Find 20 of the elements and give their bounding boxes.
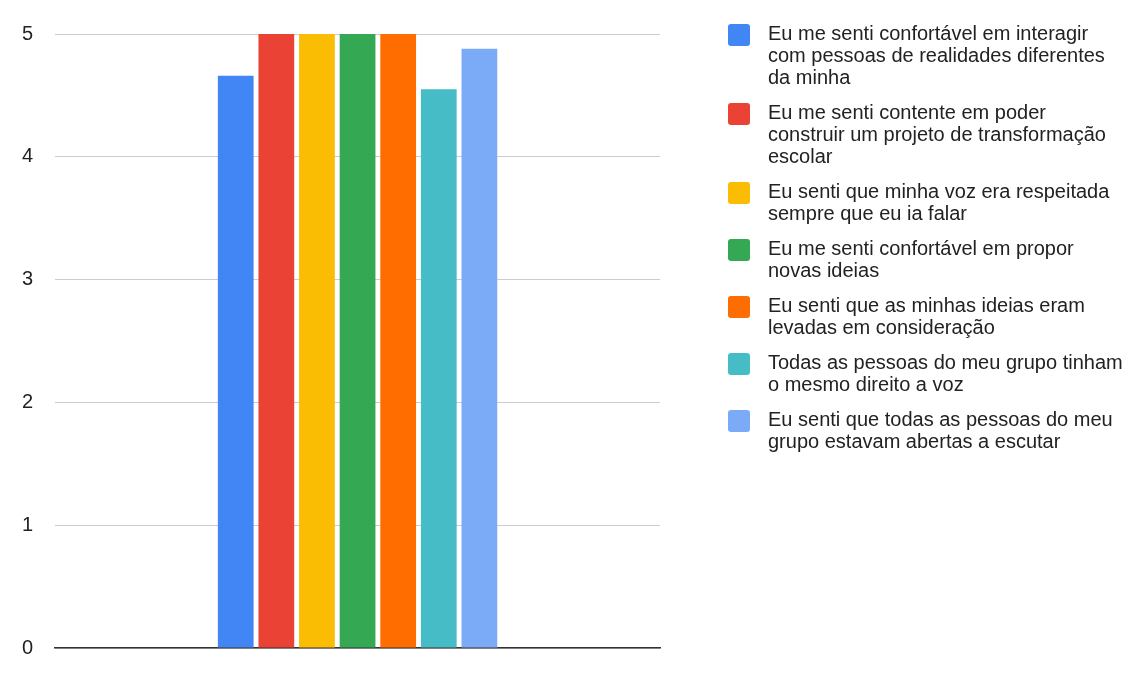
y-tick-label: 4 (22, 144, 34, 167)
bar (339, 34, 376, 648)
legend-label: Eu me senti confortável em interagir com pessoas de realidades diferentes da minha (768, 22, 1106, 88)
y-tick-label: 1 (22, 512, 34, 535)
bar (258, 34, 295, 648)
y-tick-label: 2 (22, 389, 34, 412)
legend-label: Eu me senti confortável em propor novas ideias (768, 237, 1075, 281)
legend-label: Eu senti que todas as pessoas do meu grupo estavam abertas a escutar (768, 408, 1114, 452)
y-tick-label: 5 (22, 21, 34, 44)
y-tick-label: 0 (22, 635, 34, 658)
legend-label: Eu senti que minha voz era respeitada sempre que eu ia falar (768, 180, 1111, 224)
bar (461, 48, 498, 648)
bar (380, 34, 417, 648)
legend-label: Todas as pessoas do meu grupo tinham o mesmo direito a voz (768, 351, 1124, 395)
bar (420, 89, 457, 648)
y-tick-label: 3 (22, 267, 34, 290)
bar (299, 34, 335, 648)
bar (217, 75, 254, 648)
legend-label: Eu senti que as minhas ideias eram levadas em consideração (768, 294, 1086, 338)
legend-label: Eu me senti contente em poder construir um projeto de transformação escolar (768, 101, 1107, 167)
